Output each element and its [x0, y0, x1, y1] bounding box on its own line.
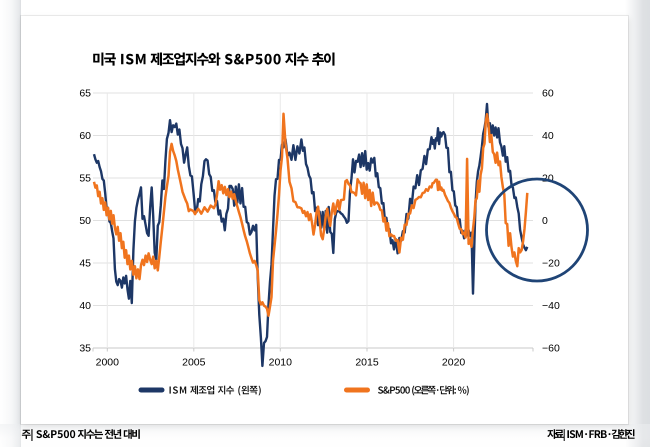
svg-text:50: 50	[79, 215, 91, 227]
svg-text:60: 60	[542, 88, 554, 100]
svg-text:40: 40	[542, 130, 554, 142]
svg-text:−20: −20	[542, 258, 560, 270]
svg-text:2010: 2010	[269, 357, 293, 369]
svg-text:−40: −40	[542, 300, 560, 312]
svg-text:55: 55	[79, 173, 91, 185]
svg-text:40: 40	[79, 300, 91, 312]
svg-text:0: 0	[542, 215, 548, 227]
svg-text:65: 65	[79, 88, 91, 100]
svg-text:2005: 2005	[182, 357, 206, 369]
svg-text:2000: 2000	[96, 357, 120, 369]
svg-text:60: 60	[79, 130, 91, 142]
svg-text:45: 45	[79, 258, 91, 270]
svg-text:2020: 2020	[442, 357, 466, 369]
svg-text:35: 35	[79, 343, 91, 355]
svg-text:2015: 2015	[355, 357, 379, 369]
svg-text:−60: −60	[542, 343, 560, 355]
